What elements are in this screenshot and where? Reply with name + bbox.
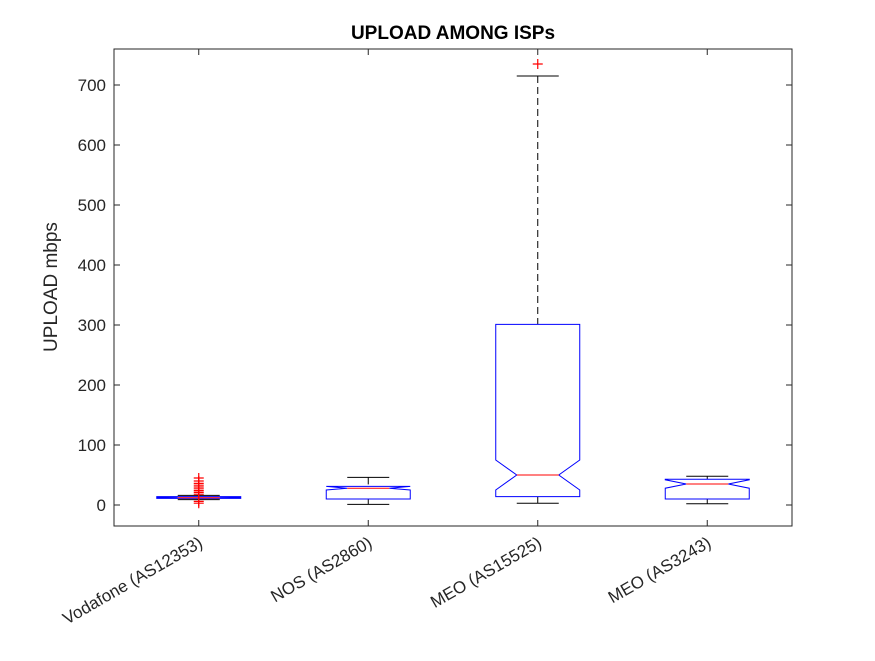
plot-area [114, 49, 792, 526]
box-group [325, 476, 411, 505]
y-tick-label: 600 [78, 136, 106, 155]
y-tick-label: 100 [78, 436, 106, 455]
x-tick-label: NOS (AS2860) [268, 533, 376, 606]
box-group [156, 473, 242, 509]
box [664, 478, 750, 500]
box [325, 485, 411, 500]
y-tick-label: 700 [78, 76, 106, 95]
outlier-point [532, 59, 543, 69]
x-tick-label: Vodafone (AS12353) [60, 533, 206, 628]
box-group [495, 59, 581, 504]
y-tick-label: 500 [78, 196, 106, 215]
y-tick-label: 0 [97, 496, 106, 515]
x-tick-label: MEO (AS3243) [605, 533, 714, 607]
y-tick-label: 200 [78, 376, 106, 395]
chart-title: UPLOAD AMONG ISPs [351, 23, 555, 44]
box-series [156, 59, 750, 509]
y-tick-label: 300 [78, 316, 106, 335]
y-axis-label: UPLOAD mbps [41, 222, 62, 352]
outlier-point [193, 473, 204, 483]
box [495, 323, 581, 498]
plot-frame [113, 48, 793, 527]
box-group [664, 475, 750, 505]
box [156, 496, 242, 499]
y-tick-label: 400 [78, 256, 106, 275]
x-tick-label: MEO (AS15525) [427, 533, 545, 612]
